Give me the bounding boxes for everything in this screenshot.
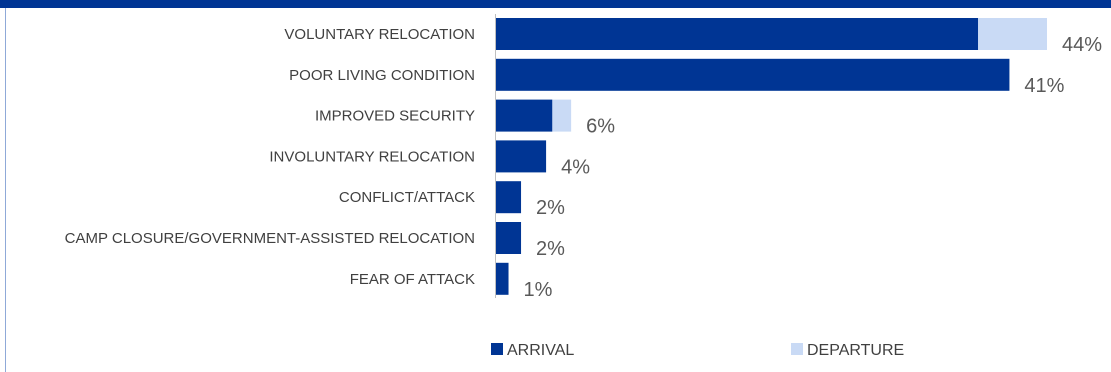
bar-departure [978, 18, 1047, 50]
category-label: FEAR OF ATTACK [350, 271, 475, 288]
category-label: CONFLICT/ATTACK [339, 189, 475, 206]
category-label: IMPROVED SECURITY [315, 108, 475, 125]
value-label: 2% [536, 197, 565, 219]
bar-arrival [496, 99, 553, 132]
bar-arrival [496, 222, 522, 254]
value-label: 1% [524, 279, 553, 301]
value-label: 2% [536, 238, 565, 260]
value-label: 44% [1062, 34, 1102, 56]
bars-group [496, 18, 1047, 295]
legend-label-departure: DEPARTURE [807, 342, 904, 359]
value-label: 4% [561, 156, 590, 178]
frame-left-border [5, 8, 6, 372]
labels-group: VOLUNTARY RELOCATION 44% POOR LIVING CONDI… [65, 26, 1103, 301]
bar-arrival [496, 58, 1010, 91]
header-bar [0, 0, 1111, 8]
legend-label-arrival: ARRIVAL [507, 342, 574, 359]
value-label: 41% [1024, 75, 1064, 97]
category-label: POOR LIVING CONDITION [289, 67, 475, 84]
value-label: 6% [586, 116, 615, 138]
bar-departure [552, 99, 572, 132]
legend-swatch-arrival [491, 343, 503, 355]
legend-swatch-departure [791, 343, 803, 355]
bar-arrival [496, 181, 522, 214]
bar-arrival [496, 18, 979, 50]
bar-arrival [496, 262, 509, 295]
bar-arrival [496, 140, 547, 173]
category-label: VOLUNTARY RELOCATION [284, 26, 475, 43]
legend: ARRIVAL DEPARTURE [491, 342, 904, 359]
category-label: CAMP CLOSURE/GOVERNMENT-ASSISTED RELOCAT… [65, 230, 475, 247]
category-label: INVOLUNTARY RELOCATION [269, 148, 475, 165]
